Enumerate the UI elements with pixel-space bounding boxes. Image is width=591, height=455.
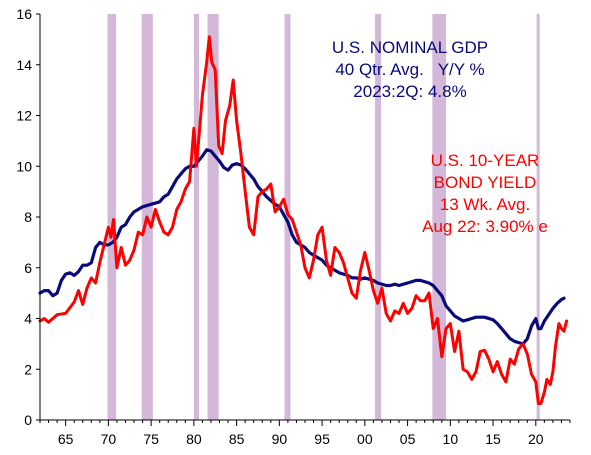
recession-band-3 [193,14,199,420]
gdp-annotation-line-1: U.S. NOMINAL GDP [331,38,489,57]
bond-annotation-line-4: Aug 22: 3.90% e [422,217,548,236]
bond-annotation-line-2: BOND YIELD [433,173,537,192]
recession-band-6 [375,14,382,420]
x-tick-label: 95 [314,431,330,447]
x-tick-label: 05 [400,431,416,447]
gdp-series-line [38,148,566,346]
tick-labels: 0 2 4 6 8 10 12 14 16 65 70 75 80 85 90 95 00 05 10 15 20 [16,6,543,447]
x-tick-label: 20 [528,431,544,447]
x-tick-label: 90 [272,431,288,447]
bond-annotation-line-3: 13 Wk. Avg. [439,195,531,214]
x-tick-label: 15 [485,431,501,447]
bond-yield-series-line [38,35,569,405]
x-tick-label: 80 [186,431,202,447]
x-tick-label: 65 [58,431,74,447]
y-tick-label: 0 [24,412,32,428]
gdp-annotation-line-3: 2023:2Q: 4.8% [353,82,467,101]
y-tick-label: 4 [24,311,32,327]
y-tick-label: 6 [24,260,32,276]
gdp-annotation: U.S. NOMINAL GDP 40 Qtr. Avg. Y/Y % 2023… [305,37,515,103]
axes [36,13,571,426]
gdp-annotation-line-2: 40 Qtr. Avg. Y/Y % [335,60,485,79]
x-tick-label: 75 [143,431,159,447]
y-tick-label: 8 [24,209,32,225]
y-tick-label: 12 [16,108,32,124]
y-tick-label: 2 [24,361,32,377]
x-tick-label: 10 [443,431,459,447]
recession-band-7 [432,14,447,420]
bond-annotation: U.S. 10-YEAR BOND YIELD 13 Wk. Avg. Aug … [385,150,585,238]
x-tick-label: 70 [101,431,117,447]
x-tick-label: 00 [357,431,373,447]
recession-band-4 [207,14,219,420]
bond-annotation-line-1: U.S. 10-YEAR [430,151,540,170]
x-tick-label: 85 [229,431,245,447]
recession-band-1 [107,14,117,420]
series-lines [38,35,569,405]
recession-band-5 [284,14,291,420]
recession-band-8 [536,14,540,420]
y-tick-label: 16 [16,6,32,22]
y-tick-label: 10 [16,158,32,174]
y-tick-label: 14 [16,57,32,73]
